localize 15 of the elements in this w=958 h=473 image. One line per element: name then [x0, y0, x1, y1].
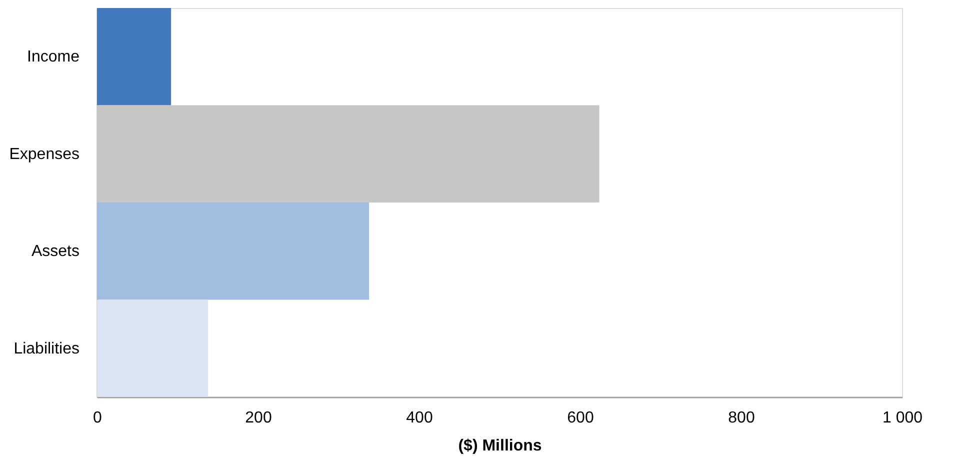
- x-tick-label: 800: [728, 410, 755, 426]
- x-tick-label: 400: [406, 410, 433, 426]
- bar: [97, 8, 172, 106]
- bar: [97, 105, 600, 202]
- y-tick-label: Assets: [31, 243, 80, 260]
- x-tick-label: 0: [93, 410, 102, 426]
- x-tick-label: 600: [567, 410, 594, 426]
- y-tick-label: Liabilities: [14, 340, 80, 358]
- bar: [97, 300, 208, 397]
- y-tick-label: Income: [27, 48, 80, 66]
- x-tick-label: 200: [245, 410, 272, 426]
- bar: [97, 202, 370, 300]
- x-axis-title: ($) Millions: [458, 438, 542, 454]
- y-tick-label: Expenses: [9, 146, 80, 163]
- x-tick-label: 1 000: [882, 410, 923, 426]
